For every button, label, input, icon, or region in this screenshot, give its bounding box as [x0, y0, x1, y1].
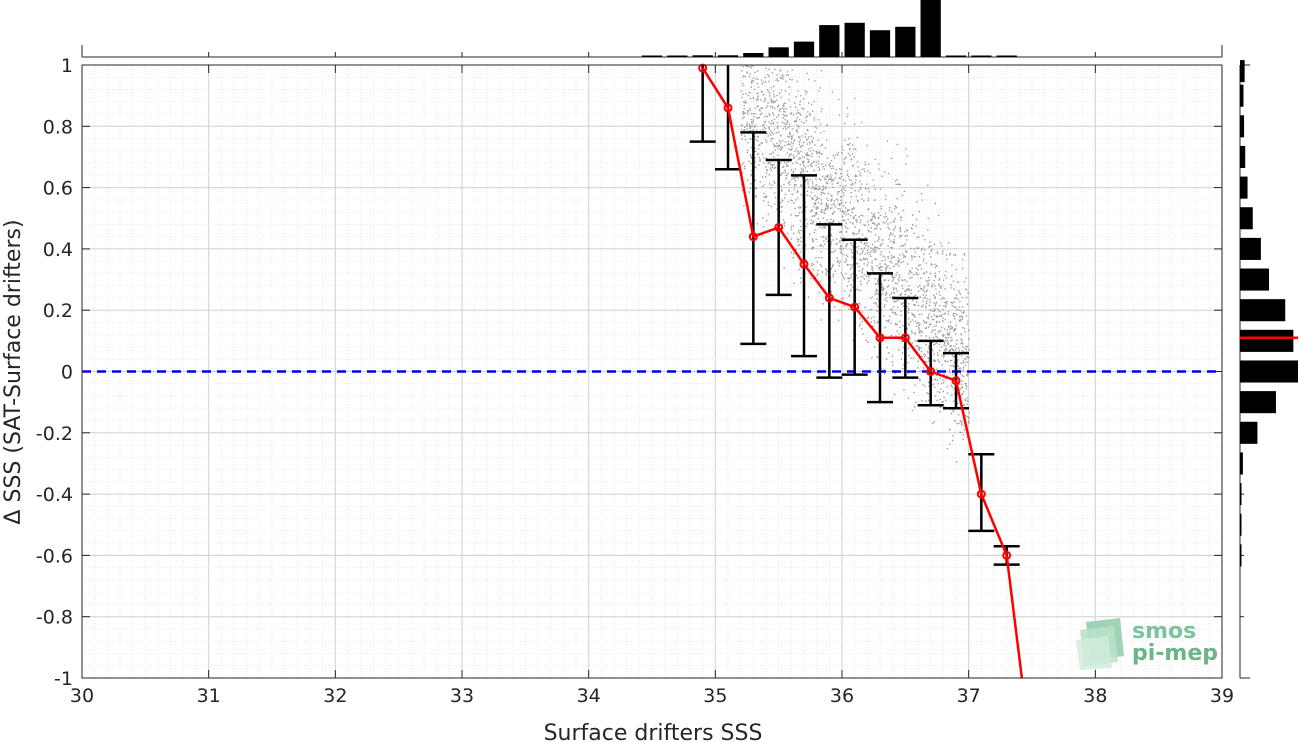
top-histogram-bar: [819, 25, 840, 57]
mean-point: [900, 333, 910, 343]
mean-series-extension: [1005, 555, 1024, 679]
top-histogram-bar: [971, 55, 992, 57]
top-histogram-bar: [844, 22, 865, 57]
mean-point: [951, 376, 961, 386]
x-axis-title: Surface drifters SSS: [544, 721, 763, 742]
top-histogram-bar: [895, 26, 916, 57]
right-histogram: [1239, 60, 1298, 679]
top-histogram-bar: [717, 55, 739, 57]
smos-pi-mep-logo: smos pi-mep: [1076, 618, 1218, 670]
right-histogram-bar: [1240, 299, 1286, 322]
top-histogram-bar: [920, 0, 941, 57]
mean-series-line: [701, 67, 1008, 556]
mean-point: [976, 489, 986, 499]
right-histogram-bar: [1240, 360, 1298, 383]
right-histogram-bar: [1240, 513, 1242, 536]
right-histogram-bar: [1240, 452, 1243, 475]
top-histogram-bar: [869, 30, 891, 57]
y-tick-label: -0.4: [36, 484, 73, 506]
right-histogram-bar: [1240, 268, 1269, 291]
y-tick-label: 0.4: [43, 239, 73, 261]
error-bar: [689, 65, 716, 143]
right-histogram-bar: [1240, 421, 1258, 444]
x-tick-label: 37: [957, 685, 981, 707]
error-bar: [715, 65, 741, 171]
error-bar: [917, 339, 944, 407]
logo-text-smos: smos: [1132, 619, 1196, 644]
mean-point: [850, 302, 860, 312]
y-tick-label: -0.8: [36, 607, 73, 629]
top-histogram: [81, 0, 1223, 58]
right-histogram-bar: [1240, 60, 1245, 83]
mean-point: [824, 293, 834, 303]
x-tick-label: 39: [1210, 685, 1234, 707]
x-tick-label: 32: [323, 685, 347, 707]
x-tick-label: 38: [1083, 685, 1107, 707]
x-tick-label: 33: [450, 685, 474, 707]
mean-point: [774, 222, 784, 232]
mean-point: [799, 259, 809, 269]
right-histogram-bar: [1240, 207, 1253, 230]
ticks: 30 31 32 33 34 35 36 37 38 39 1 0.8 0.6 0.4 0.2 0 -0.2 -0…: [36, 55, 1234, 707]
right-histogram-bar: [1240, 84, 1244, 107]
right-histogram-bar: [1240, 391, 1276, 414]
x-tick-label: 30: [70, 685, 94, 707]
y-tick-label: -1: [54, 668, 73, 690]
right-histogram-bar: [1240, 115, 1245, 138]
right-histogram-bar: [1240, 329, 1294, 352]
right-histogram-bar: [1240, 145, 1246, 168]
x-tick-label: 35: [703, 685, 727, 707]
top-histogram-bar: [768, 47, 789, 57]
right-histogram-bar: [1240, 483, 1242, 506]
y-tick-label: -0.6: [36, 545, 73, 567]
y-axis-title: Δ SSS (SAT-Surface drifters): [1, 219, 26, 524]
mean-point: [926, 367, 936, 376]
error-bars: [689, 65, 1020, 566]
right-histogram-bar: [1240, 237, 1261, 260]
y-tick-label: 0.8: [43, 116, 73, 138]
top-histogram-bar: [743, 53, 764, 57]
y-tick-label: 0: [61, 362, 73, 384]
mean-line: [698, 63, 1024, 679]
x-tick-label: 31: [197, 685, 221, 707]
right-histogram-bar: [1240, 544, 1242, 567]
x-tick-label: 36: [830, 685, 854, 707]
mean-point: [875, 333, 885, 343]
y-tick-label: 0.6: [43, 178, 73, 200]
top-histogram-bar: [793, 41, 815, 57]
y-tick-label: 0.2: [43, 300, 73, 322]
x-tick-label: 34: [577, 685, 601, 707]
mean-point: [723, 103, 733, 113]
mean-point: [748, 232, 758, 242]
right-histogram-bar: [1240, 176, 1248, 199]
logo-mark-icon: [1076, 618, 1124, 670]
top-histogram-bar: [996, 55, 1017, 57]
top-histogram-bar: [641, 55, 663, 57]
y-tick-label: -0.2: [36, 423, 73, 445]
mean-point: [1002, 550, 1012, 560]
top-histogram-bar: [945, 55, 967, 57]
top-histogram-bar: [667, 55, 688, 57]
y-tick-label: 1: [61, 55, 73, 77]
error-bar: [740, 131, 767, 346]
logo-text-pi-mep: pi-mep: [1132, 641, 1218, 666]
top-histogram-bar: [692, 55, 713, 57]
